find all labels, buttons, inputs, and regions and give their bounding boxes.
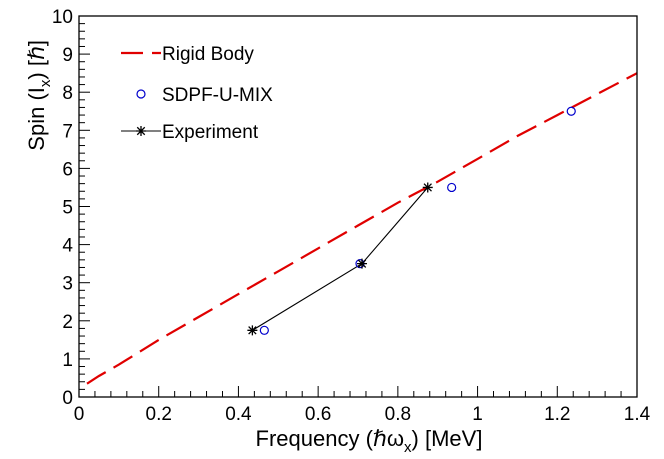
legend-swatch-sdpf-u-mix <box>136 89 146 99</box>
x-axis-title: Frequency (ℏωx) [MeV] <box>256 426 483 456</box>
series-line-experiment <box>252 187 429 331</box>
data-point-sdpf-u-mix <box>566 106 576 116</box>
legend-label-sdpf-u-mix: SDPF-U-MIX <box>162 85 273 106</box>
x-tick-label: 1 <box>472 404 483 425</box>
y-axis-title-subscript: x <box>37 79 54 87</box>
y-tick-label: 5 <box>62 198 73 219</box>
y-tick-label: 2 <box>62 312 73 333</box>
data-point-experiment <box>356 258 367 269</box>
data-point-sdpf-u-mix <box>447 182 457 193</box>
legend-star-experiment <box>136 126 146 136</box>
x-axis-title-subscript: x <box>404 439 412 456</box>
x-tick-label: 0.2 <box>146 404 172 425</box>
y-tick-label: 7 <box>62 121 73 142</box>
x-axis-title-main: Frequency (ℏω <box>256 426 405 451</box>
plot-area <box>86 72 638 385</box>
x-tick-label: 1.2 <box>544 404 570 425</box>
y-tick-label: 0 <box>62 388 73 409</box>
axis-ticks: 0 0.2 0.4 0.6 0.8 1 1.2 1.4 0 1 2 3 4 5 6 7 8 9 10 <box>52 7 651 425</box>
y-tick-label: 10 <box>52 7 73 28</box>
y-tick-label: 1 <box>62 350 73 371</box>
x-tick-label: 0.4 <box>225 404 252 425</box>
legend-label-rigid-body: Rigid Body <box>162 44 254 65</box>
x-tick-label: 0.6 <box>305 404 331 425</box>
y-tick-label: 3 <box>62 274 73 295</box>
x-axis-title-unit: ) [MeV] <box>412 426 483 451</box>
x-tick-label: 0.8 <box>385 404 411 425</box>
y-tick-label: 9 <box>62 45 73 66</box>
y-tick-label: 4 <box>62 236 73 257</box>
data-point-experiment <box>422 182 433 193</box>
y-axis-title: Spin (Ix) [ℏ] <box>24 40 54 151</box>
data-point-experiment <box>247 325 258 336</box>
plot-frame <box>78 15 638 398</box>
x-tick-label: 1.4 <box>624 404 651 425</box>
series-line-rigid-body <box>86 72 638 385</box>
legend-label-experiment: Experiment <box>162 122 259 143</box>
legend-swatch-experiment <box>121 126 161 136</box>
y-axis-title-unit: ) [ℏ] <box>24 40 49 80</box>
legend: Rigid Body SDPF-U-MIX Experiment <box>121 44 273 143</box>
y-tick-label: 6 <box>62 159 73 180</box>
y-axis-title-main: Spin (I <box>24 87 49 151</box>
data-point-sdpf-u-mix <box>259 325 269 335</box>
y-tick-label: 8 <box>62 83 73 104</box>
x-tick-label: 0 <box>74 404 85 425</box>
